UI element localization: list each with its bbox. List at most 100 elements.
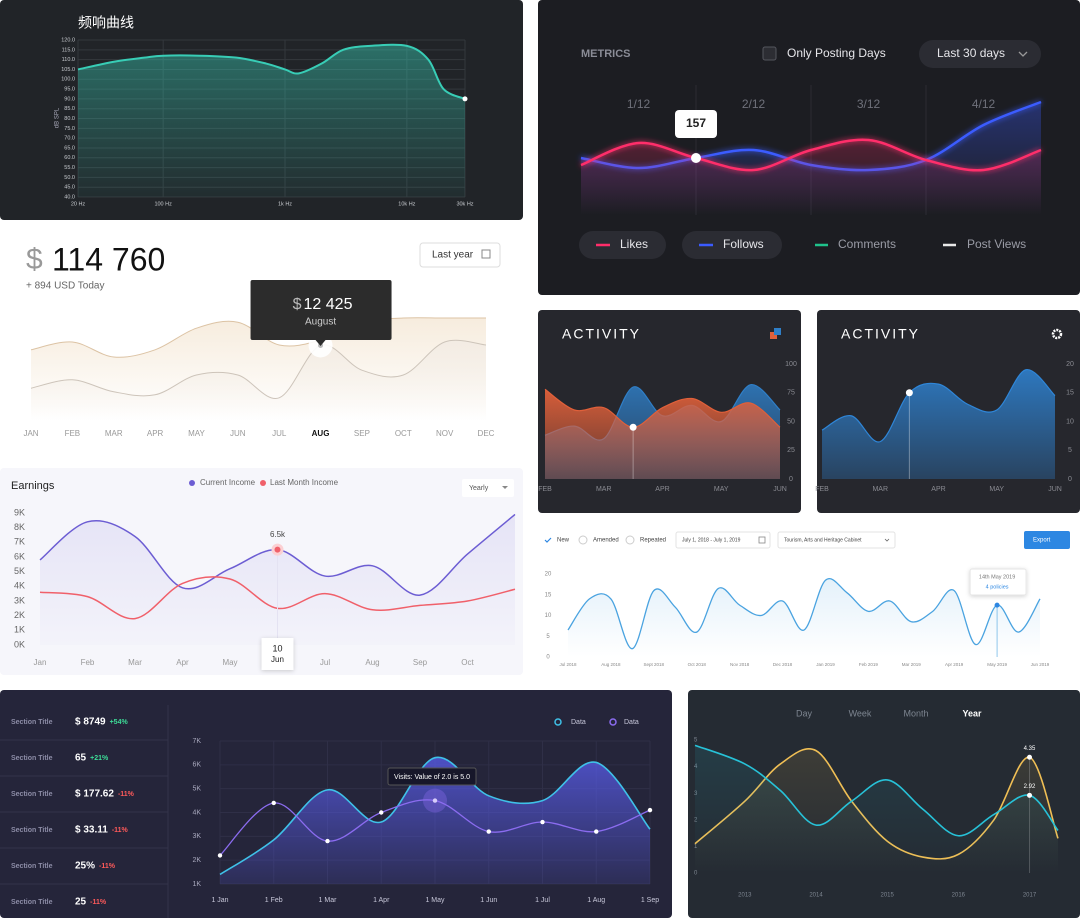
cabinet-select[interactable]	[777, 531, 896, 549]
x-tick-label: FEB	[815, 486, 829, 493]
range-dropdown[interactable]	[919, 40, 1041, 68]
row-title: Section Title	[11, 719, 53, 726]
row-value: $ 177.62	[75, 789, 114, 800]
y-tick-label: 45.0	[64, 185, 75, 191]
legend-label[interactable]: Comments	[838, 237, 896, 251]
point	[432, 798, 438, 803]
tooltip-value: 12 425	[304, 296, 353, 313]
settings-icon[interactable]	[1051, 328, 1063, 340]
checkbox[interactable]	[543, 535, 553, 545]
x-tick-label: 1 Jul	[535, 897, 550, 904]
point	[691, 153, 701, 163]
row-value: 25%	[75, 861, 95, 872]
legend-pill[interactable]	[579, 231, 666, 259]
tab[interactable]: Month	[903, 708, 928, 718]
chevron	[1018, 51, 1028, 57]
row-title: Section Title	[11, 791, 53, 798]
tooltip	[387, 767, 477, 786]
x-tick-label: Mar 2019	[902, 662, 922, 667]
y-tick-label: 75.0	[64, 126, 75, 132]
area	[220, 757, 650, 884]
tooltip-date: 14th May 2019	[979, 574, 1015, 580]
row-change: -11%	[90, 899, 107, 906]
y-tick-label: 5	[1068, 447, 1072, 454]
chart-title: ACTIVITY	[841, 326, 920, 342]
y-tick-label: 3K	[14, 595, 25, 605]
y-tick-label: 9K	[14, 507, 25, 517]
row-value: 65	[75, 753, 87, 764]
y-tick-label: 65.0	[64, 145, 75, 151]
legend-label: Data	[571, 719, 586, 726]
area	[568, 578, 1040, 657]
legend-pill[interactable]	[682, 231, 782, 259]
tab[interactable]: Week	[849, 708, 872, 718]
date-range-label: July 1, 2018 - July 1, 2019	[682, 537, 741, 543]
date-range[interactable]	[675, 531, 771, 549]
x-tick-label: MAY	[188, 429, 205, 438]
x-tick-label: MAR	[872, 486, 888, 493]
tab[interactable]: Year	[962, 708, 982, 718]
export-button[interactable]	[1024, 531, 1070, 549]
filter-label: Amended	[593, 538, 619, 544]
y-tick-label: 75	[787, 390, 795, 397]
y-tick-label: 10	[545, 613, 552, 619]
checkbox[interactable]	[762, 46, 777, 61]
x-tick-label: Oct	[461, 658, 474, 667]
tooltip	[250, 280, 392, 340]
x-tick-label: May 2019	[987, 662, 1007, 667]
row-change: +21%	[90, 755, 109, 762]
x-tick-label: APR	[655, 486, 669, 493]
checkbox[interactable]	[625, 535, 635, 545]
x-tick-label: 1 Sep	[641, 897, 659, 904]
tooltip-month: Jun	[271, 655, 284, 664]
y-tick-label: 1K	[14, 625, 25, 635]
x-tick-label: Sept 2018	[644, 662, 665, 667]
point	[325, 838, 330, 844]
x-tick-label: Jul	[320, 658, 330, 667]
legend-label: Follows	[723, 237, 764, 251]
calendar-icon	[758, 536, 766, 544]
x-tick-label: 30k Hz	[456, 201, 473, 207]
range-label: Last 30 days	[937, 46, 1005, 60]
y-tick-label: 50.0	[64, 175, 75, 181]
x-tick-label: JAN	[23, 429, 38, 438]
x-tick-label: 1/12	[627, 97, 651, 111]
tooltip-day: 10	[272, 643, 282, 653]
checkbox[interactable]	[578, 535, 588, 545]
line	[821, 369, 1056, 443]
row-title: Section Title	[11, 899, 53, 906]
data-label: 2.92	[1024, 784, 1036, 790]
x-tick-label: 1 Mar	[319, 897, 338, 904]
x-tick-label: JUN	[230, 429, 246, 438]
row-title: Section Title	[11, 863, 53, 870]
point	[1027, 792, 1033, 798]
legend-label[interactable]: Post Views	[967, 237, 1026, 251]
x-tick-label: Apr 2019	[945, 662, 964, 667]
range-dropdown[interactable]	[462, 479, 514, 497]
area	[695, 745, 1058, 873]
point	[994, 602, 1000, 608]
line	[694, 744, 1059, 837]
y-tick-label: 0	[694, 871, 698, 877]
y-tick-label: 70.0	[64, 136, 75, 142]
y-tick-label: 2K	[14, 610, 25, 620]
y-tick-label: 2K	[192, 857, 201, 864]
range-button[interactable]	[419, 242, 501, 268]
tooltip-value: 157	[686, 116, 706, 130]
tab[interactable]: Day	[796, 708, 813, 718]
caret	[884, 538, 890, 542]
tooltip-label: August	[305, 317, 336, 328]
line	[567, 578, 1041, 650]
y-tick-label: 10	[1066, 418, 1074, 425]
x-tick-label: May	[222, 658, 237, 667]
row-value: 25	[75, 897, 87, 908]
point	[486, 829, 491, 834]
range-label: Yearly	[469, 485, 489, 492]
range-label: Last year	[432, 250, 474, 261]
x-tick-label: Aug	[365, 658, 379, 667]
line	[77, 43, 466, 100]
y-tick-label: 15	[1066, 390, 1074, 397]
y-tick-label: 20	[1066, 361, 1074, 368]
area	[31, 340, 486, 420]
